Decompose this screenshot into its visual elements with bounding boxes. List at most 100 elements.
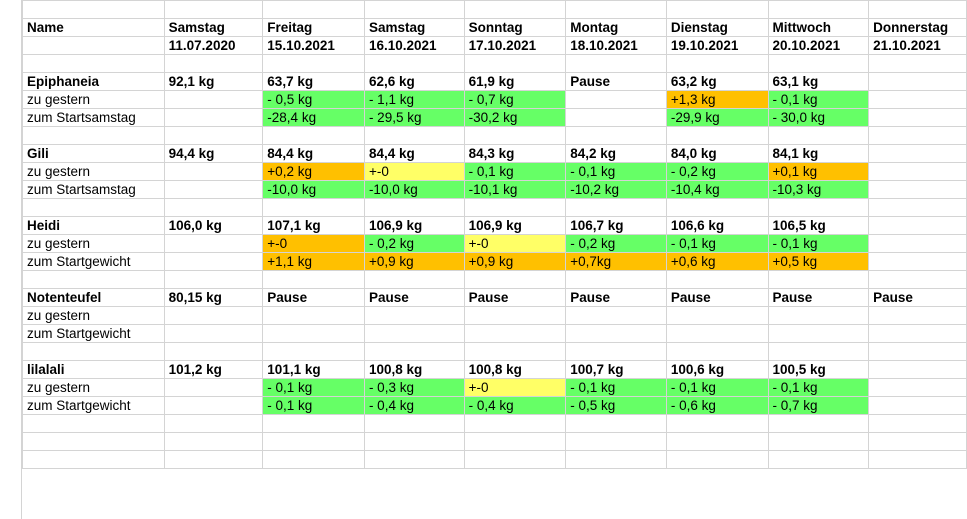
cell-r12-c8[interactable]: [868, 216, 967, 235]
cell-r11-c5[interactable]: [565, 198, 667, 217]
cell-r14-c8[interactable]: [868, 252, 967, 271]
cell-r20-c5[interactable]: 100,7 kg: [565, 360, 667, 379]
cell-r12-c6[interactable]: 106,6 kg: [665, 216, 769, 235]
cell-r10-c7[interactable]: -10,3 kg: [767, 180, 870, 199]
cell-r6-c4[interactable]: -30,2 kg: [463, 108, 567, 127]
cell-r15-c6[interactable]: [665, 270, 769, 289]
cell-r3-c4[interactable]: [463, 54, 567, 73]
cell-r8-c8[interactable]: [868, 144, 967, 163]
cell-r22-c0[interactable]: zum Startgewicht: [22, 396, 165, 415]
cell-r25-c0[interactable]: [22, 450, 165, 469]
cell-r0-c4[interactable]: [463, 0, 567, 19]
cell-r25-c8[interactable]: [868, 450, 967, 469]
cell-r24-c6[interactable]: [665, 432, 769, 451]
cell-r11-c6[interactable]: [665, 198, 769, 217]
cell-r3-c3[interactable]: [363, 54, 465, 73]
cell-r0-c0[interactable]: [22, 0, 165, 19]
cell-r1-c8[interactable]: Donnerstag: [868, 18, 967, 37]
cell-r16-c0[interactable]: Notenteufel: [22, 288, 165, 307]
cell-r3-c1[interactable]: [163, 54, 264, 73]
cell-r21-c8[interactable]: [868, 378, 967, 397]
cell-r17-c6[interactable]: [665, 306, 769, 325]
cell-r6-c6[interactable]: -29,9 kg: [665, 108, 769, 127]
cell-r4-c5[interactable]: Pause: [565, 72, 667, 91]
cell-r6-c0[interactable]: zum Startsamstag: [22, 108, 165, 127]
cell-r23-c5[interactable]: [565, 414, 667, 433]
cell-r13-c1[interactable]: [163, 234, 264, 253]
cell-r15-c8[interactable]: [868, 270, 967, 289]
cell-r25-c1[interactable]: [163, 450, 264, 469]
cell-r21-c6[interactable]: - 0,1 kg: [665, 378, 769, 397]
cell-r24-c4[interactable]: [463, 432, 567, 451]
cell-r12-c2[interactable]: 107,1 kg: [262, 216, 365, 235]
cell-r14-c5[interactable]: +0,7kg: [565, 252, 667, 271]
cell-r13-c4[interactable]: +-0: [463, 234, 567, 253]
cell-r20-c0[interactable]: lilalali: [22, 360, 165, 379]
cell-r18-c7[interactable]: [767, 324, 870, 343]
cell-r3-c2[interactable]: [262, 54, 365, 73]
cell-r6-c7[interactable]: - 30,0 kg: [767, 108, 870, 127]
cell-r12-c0[interactable]: Heidi: [22, 216, 165, 235]
cell-r16-c8[interactable]: Pause: [868, 288, 967, 307]
cell-r15-c2[interactable]: [262, 270, 365, 289]
cell-r23-c1[interactable]: [163, 414, 264, 433]
cell-r11-c7[interactable]: [767, 198, 870, 217]
cell-r17-c0[interactable]: zu gestern: [22, 306, 165, 325]
cell-r23-c4[interactable]: [463, 414, 567, 433]
cell-r9-c4[interactable]: - 0,1 kg: [463, 162, 567, 181]
cell-r17-c1[interactable]: [163, 306, 264, 325]
cell-r7-c7[interactable]: [767, 126, 870, 145]
cell-r25-c7[interactable]: [767, 450, 870, 469]
cell-r21-c4[interactable]: +-0: [463, 378, 567, 397]
cell-r6-c3[interactable]: - 29,5 kg: [363, 108, 465, 127]
cell-r7-c5[interactable]: [565, 126, 667, 145]
cell-r25-c2[interactable]: [262, 450, 365, 469]
cell-r7-c1[interactable]: [163, 126, 264, 145]
cell-r13-c3[interactable]: - 0,2 kg: [363, 234, 465, 253]
cell-r17-c8[interactable]: [868, 306, 967, 325]
cell-r10-c4[interactable]: -10,1 kg: [463, 180, 567, 199]
cell-r19-c1[interactable]: [163, 342, 264, 361]
cell-r16-c3[interactable]: Pause: [363, 288, 465, 307]
cell-r13-c8[interactable]: [868, 234, 967, 253]
cell-r24-c0[interactable]: [22, 432, 165, 451]
cell-r23-c3[interactable]: [363, 414, 465, 433]
cell-r16-c1[interactable]: 80,15 kg: [163, 288, 264, 307]
cell-r8-c7[interactable]: 84,1 kg: [767, 144, 870, 163]
cell-r21-c1[interactable]: [163, 378, 264, 397]
cell-r9-c5[interactable]: - 0,1 kg: [565, 162, 667, 181]
cell-r5-c1[interactable]: [163, 90, 264, 109]
cell-r19-c0[interactable]: [22, 342, 165, 361]
cell-r14-c7[interactable]: +0,5 kg: [767, 252, 870, 271]
cell-r20-c4[interactable]: 100,8 kg: [463, 360, 567, 379]
cell-r18-c6[interactable]: [665, 324, 769, 343]
cell-r16-c2[interactable]: Pause: [262, 288, 365, 307]
cell-r9-c1[interactable]: [163, 162, 264, 181]
cell-r0-c7[interactable]: [767, 0, 870, 19]
cell-r2-c6[interactable]: 19.10.2021: [665, 36, 769, 55]
cell-r18-c5[interactable]: [565, 324, 667, 343]
cell-r2-c8[interactable]: 21.10.2021: [868, 36, 967, 55]
cell-r16-c6[interactable]: Pause: [665, 288, 769, 307]
cell-r0-c3[interactable]: [363, 0, 465, 19]
cell-r4-c6[interactable]: 63,2 kg: [665, 72, 769, 91]
cell-r2-c2[interactable]: 15.10.2021: [262, 36, 365, 55]
cell-r8-c0[interactable]: Gili: [22, 144, 165, 163]
cell-r11-c4[interactable]: [463, 198, 567, 217]
cell-r25-c6[interactable]: [665, 450, 769, 469]
cell-r18-c1[interactable]: [163, 324, 264, 343]
cell-r3-c5[interactable]: [565, 54, 667, 73]
cell-r6-c8[interactable]: [868, 108, 967, 127]
cell-r24-c1[interactable]: [163, 432, 264, 451]
cell-r21-c7[interactable]: - 0,1 kg: [767, 378, 870, 397]
cell-r9-c6[interactable]: - 0,2 kg: [665, 162, 769, 181]
cell-r0-c5[interactable]: [565, 0, 667, 19]
cell-r2-c1[interactable]: 11.07.2020: [163, 36, 264, 55]
cell-r8-c5[interactable]: 84,2 kg: [565, 144, 667, 163]
cell-r13-c7[interactable]: - 0,1 kg: [767, 234, 870, 253]
cell-r18-c0[interactable]: zum Startgewicht: [22, 324, 165, 343]
cell-r9-c0[interactable]: zu gestern: [22, 162, 165, 181]
cell-r12-c4[interactable]: 106,9 kg: [463, 216, 567, 235]
cell-r3-c7[interactable]: [767, 54, 870, 73]
cell-r4-c1[interactable]: 92,1 kg: [163, 72, 264, 91]
